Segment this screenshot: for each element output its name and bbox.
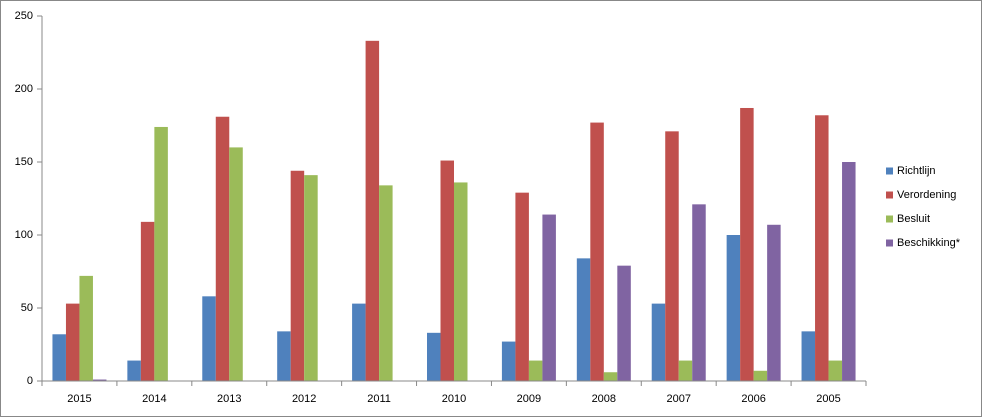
bar [576, 258, 591, 381]
bar [815, 115, 829, 381]
x-tick-label: 2006 [741, 393, 765, 405]
legend-swatch [886, 191, 893, 199]
legend-label: Beschikking* [897, 237, 961, 249]
y-tick-label: 200 [15, 83, 33, 95]
bar [79, 275, 93, 381]
bar [65, 303, 80, 381]
bar [515, 192, 529, 381]
legend-swatch [886, 215, 893, 223]
bar [92, 379, 107, 381]
bar [665, 131, 679, 381]
bar [154, 126, 168, 382]
bar [801, 331, 816, 381]
x-tick-label: 2015 [67, 393, 91, 405]
bar [352, 303, 366, 381]
x-tick-label: 2011 [367, 393, 391, 405]
bar [440, 160, 454, 381]
bar [454, 182, 468, 381]
bar [229, 147, 243, 381]
y-tick-label: 100 [15, 229, 33, 241]
x-tick-label: 2008 [592, 393, 616, 405]
bar [678, 360, 693, 381]
bar [528, 360, 543, 381]
bar [753, 370, 768, 381]
y-tick-label: 0 [27, 375, 33, 387]
legend-swatch [886, 167, 893, 175]
bar [542, 214, 556, 381]
bar [828, 360, 843, 381]
x-tick-label: 2009 [517, 393, 541, 405]
x-tick-label: 2014 [142, 393, 166, 405]
bar [277, 331, 291, 381]
bar [52, 334, 66, 381]
bar [290, 170, 305, 381]
bar [590, 122, 604, 381]
bar [617, 265, 631, 381]
bar [842, 162, 856, 381]
y-tick-label: 150 [15, 156, 33, 168]
bar [692, 204, 706, 381]
bar [304, 175, 318, 381]
bar [651, 303, 666, 381]
legend-swatch [886, 239, 893, 247]
x-tick-label: 2012 [292, 393, 316, 405]
bar [202, 296, 216, 381]
x-tick-label: 2007 [666, 393, 690, 405]
bar [365, 40, 380, 381]
bar [603, 372, 618, 381]
bar [427, 332, 441, 381]
bar [767, 224, 781, 381]
bar [740, 107, 754, 381]
x-tick-label: 2010 [442, 393, 466, 405]
x-tick-label: 2013 [217, 393, 241, 405]
legend-label: Besluit [897, 213, 930, 225]
y-tick-label: 250 [15, 10, 33, 22]
bar [215, 116, 230, 382]
bar [140, 221, 155, 381]
x-tick-label: 2005 [816, 393, 840, 405]
bar [379, 185, 393, 381]
bar [726, 235, 741, 381]
bar [501, 341, 516, 381]
legend-label: Richtlijn [897, 165, 936, 177]
legend-label: Verordening [897, 189, 956, 201]
y-tick-label: 50 [21, 302, 33, 314]
bar [127, 360, 141, 381]
